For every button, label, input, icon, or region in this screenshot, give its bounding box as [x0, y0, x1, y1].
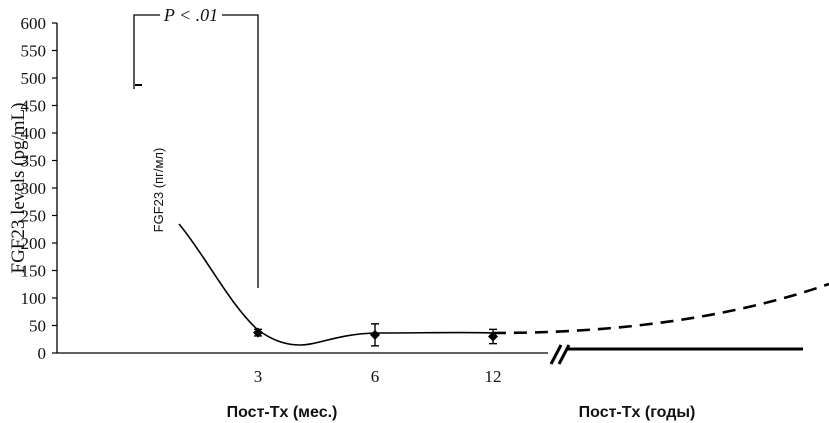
y-tick-label: 500 — [21, 69, 47, 88]
y-tick-label: 150 — [21, 262, 47, 281]
data-point — [253, 327, 263, 338]
y-axis-label: FGF23 levels (pg/mL) — [8, 103, 29, 274]
inner-y-label: FGF23 (пг/мл) — [151, 148, 166, 233]
data-points — [253, 323, 498, 347]
x-axis — [57, 344, 803, 365]
y-tick-label: 400 — [21, 124, 47, 143]
trend-extension-dashed — [492, 282, 829, 335]
significance-bracket: P < .01 — [133, 5, 259, 288]
y-ticks: 0 50 100 150 200 250 300 350 400 450 500 550 600 — [21, 14, 57, 363]
y-tick-label: 200 — [21, 234, 47, 253]
x-ticks: 3 6 12 — [254, 367, 502, 386]
y-tick-label: 50 — [29, 317, 46, 336]
p-value-annotation: P < .01 — [163, 5, 218, 25]
y-tick-label: 250 — [21, 207, 47, 226]
y-tick-label: 600 — [21, 14, 47, 33]
x-tick-label: 6 — [371, 367, 380, 386]
trend-curve — [178, 223, 494, 346]
y-tick-label: 0 — [38, 344, 47, 363]
bracket-line — [133, 14, 259, 288]
x-tick-label: 3 — [254, 367, 263, 386]
x-category-years: Пост-Tx (годы) — [579, 404, 696, 421]
y-tick-label: 350 — [21, 152, 47, 171]
y-tick-label: 300 — [21, 179, 47, 198]
data-point — [370, 329, 380, 340]
y-tick-label: 100 — [21, 289, 47, 308]
x-category-months: Пост-Tx (мес.) — [227, 404, 338, 421]
data-point — [488, 331, 498, 342]
x-tick-label: 12 — [485, 367, 502, 386]
y-tick-label: 550 — [21, 42, 47, 61]
y-tick-label: 450 — [21, 97, 47, 116]
axis-break-mark-2 — [557, 344, 571, 365]
axis-break-mark-1 — [549, 344, 563, 365]
